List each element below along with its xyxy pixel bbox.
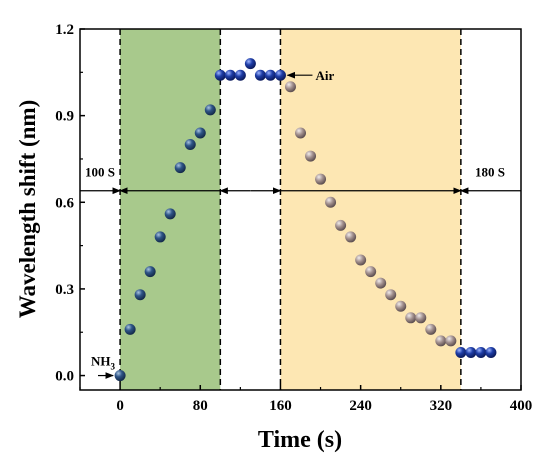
- annotation: 180 S: [475, 165, 505, 180]
- data-point: [224, 69, 236, 81]
- data-point: [194, 127, 206, 139]
- y-axis-title: Wavelength shift (nm): [15, 100, 40, 319]
- data-point: [385, 289, 397, 301]
- data-points: [114, 58, 497, 382]
- data-point: [415, 312, 427, 324]
- y-axis-ticks: 0.0 0.3 0.6 0.9 1.2: [55, 22, 85, 385]
- data-point: [174, 162, 186, 174]
- shaded-region-2: [280, 29, 461, 390]
- data-point: [184, 139, 196, 151]
- annotation: NH3: [91, 354, 116, 372]
- data-point: [214, 69, 226, 81]
- data-point: [164, 208, 176, 220]
- x-tick-label: 320: [430, 398, 453, 414]
- data-point: [124, 323, 136, 335]
- data-point: [475, 346, 487, 358]
- x-tick-label: 240: [349, 398, 372, 414]
- data-point: [455, 346, 467, 358]
- data-point: [244, 58, 256, 70]
- data-point: [204, 104, 216, 116]
- data-point: [144, 266, 156, 278]
- data-point: [445, 335, 457, 347]
- x-tick-label: 0: [116, 398, 124, 414]
- data-point: [254, 69, 266, 81]
- data-point: [435, 335, 447, 347]
- annotations: 100 S 180 S Air NH3: [85, 68, 505, 379]
- data-point: [274, 69, 286, 81]
- x-tick-label: 160: [269, 398, 292, 414]
- data-point: [134, 289, 146, 301]
- plot-frame: [79, 28, 522, 391]
- data-point: [305, 150, 317, 162]
- y-tick-label: 0.6: [55, 195, 74, 211]
- x-tick-label: 80: [193, 398, 208, 414]
- data-point: [315, 173, 327, 185]
- annotation: 100 S: [85, 165, 115, 180]
- data-point: [375, 277, 387, 289]
- data-point: [114, 370, 126, 382]
- data-point: [355, 254, 367, 266]
- dashed-lines: [119, 29, 462, 390]
- data-point: [154, 231, 166, 243]
- data-point: [345, 231, 357, 243]
- x-tick-label: 400: [510, 398, 533, 414]
- data-point: [295, 127, 306, 139]
- data-point: [395, 300, 407, 312]
- data-point: [465, 346, 477, 358]
- y-tick-label: 0.9: [55, 109, 74, 125]
- x-axis-title: Time (s): [258, 427, 342, 453]
- data-point: [485, 346, 497, 358]
- data-point: [284, 81, 296, 93]
- x-axis-ticks: 0 80 160 240 320 400: [79, 385, 533, 414]
- annotation: Air: [315, 68, 334, 83]
- shaded-regions: [120, 29, 461, 390]
- data-point: [325, 196, 337, 208]
- data-point: [335, 219, 347, 231]
- data-point: [234, 69, 246, 81]
- data-point: [365, 266, 377, 278]
- y-tick-label: 1.2: [55, 22, 74, 38]
- y-tick-label: 0.3: [55, 282, 74, 298]
- data-point: [264, 69, 276, 81]
- y-tick-label: 0.0: [55, 369, 74, 385]
- data-point: [405, 312, 417, 324]
- data-point: [425, 323, 437, 335]
